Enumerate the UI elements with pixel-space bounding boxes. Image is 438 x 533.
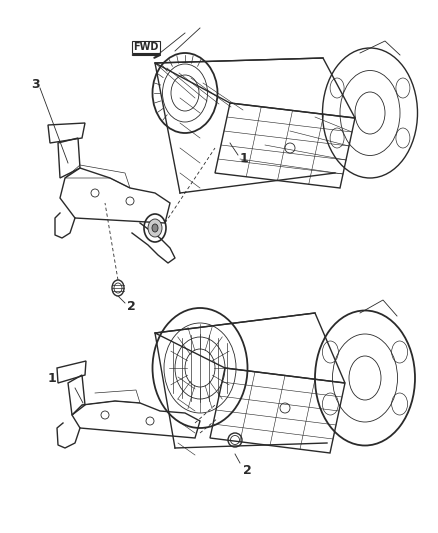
Ellipse shape: [148, 219, 162, 237]
Text: FWD: FWD: [133, 42, 159, 52]
Text: 1: 1: [48, 372, 57, 384]
Text: 3: 3: [31, 78, 39, 92]
Text: 2: 2: [243, 464, 252, 477]
Text: 2: 2: [127, 300, 136, 312]
Text: 1: 1: [240, 151, 249, 165]
Ellipse shape: [152, 224, 158, 232]
